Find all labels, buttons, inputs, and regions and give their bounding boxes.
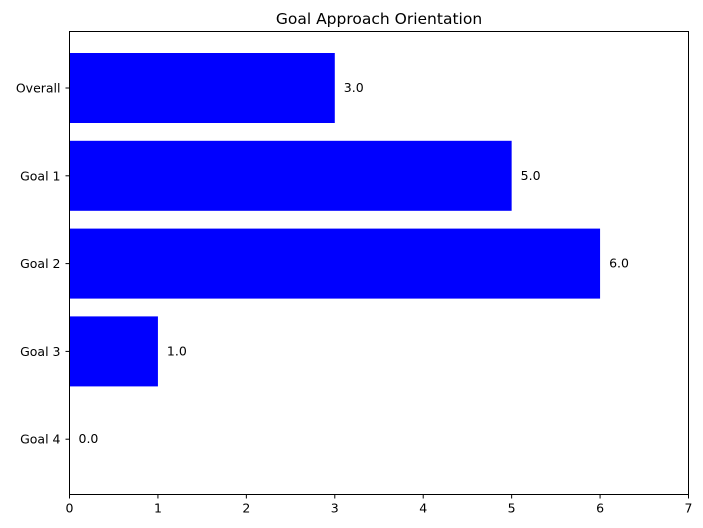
bar-overall	[69, 53, 335, 123]
value-label-overall: 3.0	[344, 80, 364, 95]
value-label-goal-4: 0.0	[79, 431, 99, 446]
y-tick-label-goal-1: Goal 1	[20, 168, 60, 183]
bar-goal-2	[69, 228, 601, 299]
y-tick-label-goal-3: Goal 3	[20, 344, 60, 359]
y-tick-label-goal-4: Goal 4	[20, 432, 60, 447]
value-label-goal-1: 5.0	[521, 168, 541, 183]
plot-frame	[69, 31, 689, 495]
x-tick-label: 1	[154, 501, 162, 516]
x-tick-label: 5	[508, 501, 516, 516]
value-label-goal-2: 6.0	[609, 256, 629, 271]
bars-layer	[69, 53, 601, 387]
bar-goal-1	[69, 140, 512, 211]
x-tick-label: 7	[685, 501, 693, 516]
x-tick-label: 0	[66, 501, 74, 516]
y-tick-label-goal-2: Goal 2	[20, 256, 60, 271]
x-tick-label: 3	[331, 501, 339, 516]
x-tick-label: 6	[596, 501, 604, 516]
x-tick-label: 4	[419, 501, 427, 516]
chart-title: Goal Approach Orientation	[276, 10, 482, 28]
bar-goal-3	[69, 316, 158, 387]
labels-layer: 3.0 5.0 6.0 1.0 0.0	[79, 80, 629, 446]
value-label-goal-3: 1.0	[167, 343, 187, 358]
x-tick-label: 2	[242, 501, 250, 516]
axes-layer: Overall Goal 1 Goal 2 Goal 3 Goal 4 0 1 2 3 4 5 6 7	[16, 81, 693, 516]
y-tick-label-overall: Overall	[16, 81, 61, 96]
